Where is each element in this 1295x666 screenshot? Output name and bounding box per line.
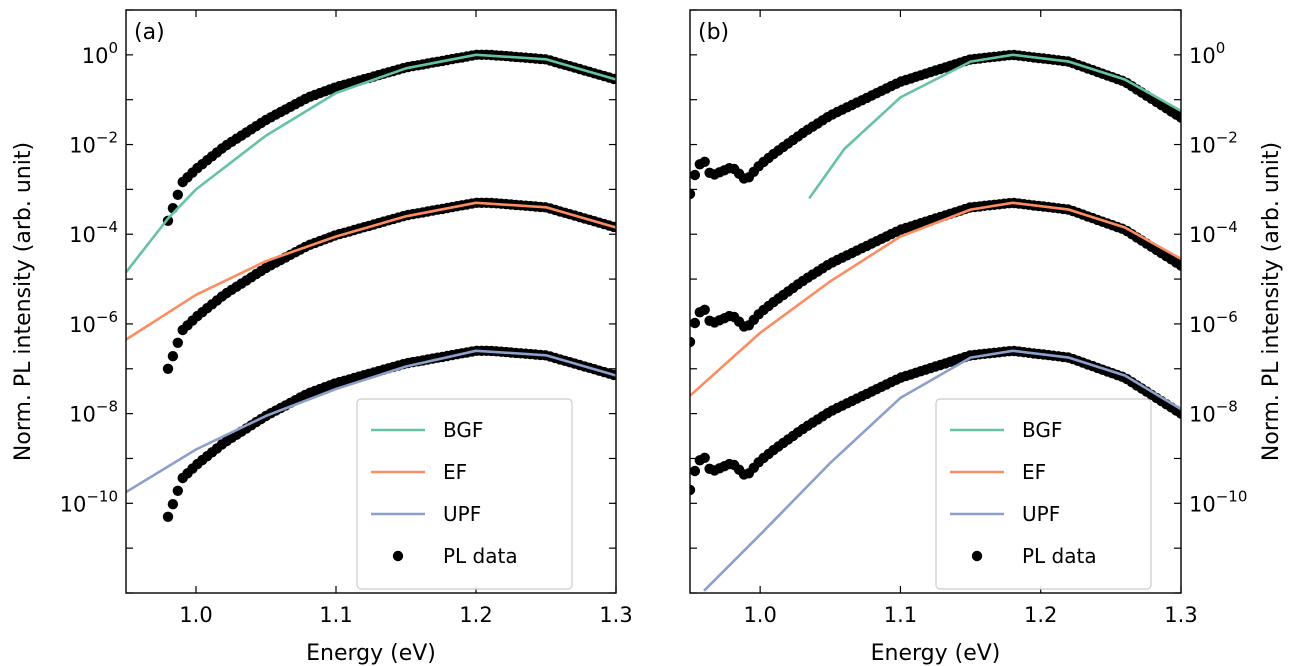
- y-tick-label: 10−4: [1189, 218, 1238, 247]
- axes-frame: [689, 9, 1182, 594]
- y-tick-label: 100: [1189, 39, 1225, 68]
- panel-b: 1.0 1.1 1.2 1.3 100 10−2 10−4 10−6 10−8 10−10 Ener…: [689, 9, 1284, 666]
- x-tick-label: 1.1: [319, 603, 352, 627]
- pl-data-point: [162, 363, 174, 374]
- y-tick-label: 100: [82, 39, 118, 68]
- panel-label: (b): [698, 20, 729, 45]
- fit-curve-ef: [690, 201, 1181, 397]
- panel-a: 1.0 1.1 1.2 1.3 100 10−2 10−4 10−6 10−8 10−10 Ener…: [11, 9, 633, 666]
- pl-data-point: [690, 484, 696, 496]
- y-tick-label: 10−6: [1189, 308, 1238, 337]
- axes-frame: [125, 9, 617, 594]
- y-tick-label: 10−10: [60, 487, 118, 516]
- legend: BGF EF UPF PL data: [356, 398, 573, 590]
- legend-box: [356, 398, 573, 590]
- x-tick-label: 1.0: [743, 603, 776, 627]
- legend-marker: [392, 550, 404, 562]
- pl-data-point: [162, 511, 174, 522]
- x-axis-label: Energy (eV): [306, 641, 436, 666]
- pl-data-point: [690, 317, 701, 329]
- pl-data-point: [699, 304, 710, 315]
- x-tick-label: 1.1: [884, 603, 917, 627]
- legend: BGF EF UPF PL data: [935, 398, 1152, 590]
- pl-data-point: [172, 485, 183, 496]
- pl-data-point: [167, 351, 179, 362]
- pl-data-point: [690, 188, 696, 200]
- pl-data-series: [690, 197, 1181, 348]
- y-tick-label: 10−2: [1189, 129, 1238, 158]
- x-tick-label: 1.3: [1164, 603, 1197, 627]
- legend-label: PL data: [1022, 544, 1097, 568]
- pl-data-point: [1175, 260, 1181, 271]
- pl-data-point: [167, 499, 179, 510]
- panel-label: (a): [134, 20, 165, 45]
- pl-data-series: [162, 197, 616, 374]
- y-axis-label: Norm. PL intensity (arb. unit): [11, 142, 36, 461]
- y-tick-label: 10−2: [69, 129, 118, 158]
- y-tick-label: 10−4: [69, 218, 118, 247]
- pl-data-series: [690, 49, 1181, 200]
- plot-area: [690, 49, 1181, 592]
- y-tick-label: 10−8: [69, 398, 118, 427]
- legend-label: BGF: [1022, 418, 1062, 442]
- pl-data-series: [162, 49, 616, 226]
- pl-data-point: [690, 465, 701, 477]
- legend-label: UPF: [1022, 502, 1060, 526]
- fit-curve-bgf: [808, 53, 1181, 200]
- legend-label: UPF: [443, 502, 481, 526]
- plot-area: [126, 49, 616, 522]
- pl-data-point: [699, 452, 710, 463]
- legend-label: EF: [443, 460, 467, 484]
- pl-data-point: [172, 337, 183, 348]
- y-tick-label: 10−8: [1189, 398, 1238, 427]
- pl-data-point: [690, 336, 696, 348]
- legend-box: [935, 398, 1152, 590]
- y-axis-label: Norm. PL intensity (arb. unit): [1259, 142, 1284, 461]
- x-tick-label: 1.2: [459, 603, 492, 627]
- fit-curve-upf: [703, 349, 1181, 592]
- x-tick-label: 1.3: [599, 603, 632, 627]
- fit-curve-upf: [126, 349, 616, 494]
- fit-curve-bgf: [126, 53, 616, 274]
- pl-data-point: [172, 189, 183, 200]
- legend-label: EF: [1022, 460, 1046, 484]
- x-tick-label: 1.0: [179, 603, 212, 627]
- y-tick-label: 10−10: [1189, 487, 1247, 516]
- x-tick-label: 1.2: [1024, 603, 1057, 627]
- pl-data-point: [690, 169, 701, 181]
- pl-data-point: [1175, 112, 1181, 123]
- fit-curve-ef: [126, 201, 616, 341]
- x-axis-label: Energy (eV): [871, 641, 1001, 666]
- legend-label: BGF: [443, 418, 483, 442]
- pl-data-point: [699, 156, 710, 167]
- y-tick-label: 10−6: [69, 308, 118, 337]
- legend-label: PL data: [443, 544, 518, 568]
- legend-marker: [971, 550, 983, 562]
